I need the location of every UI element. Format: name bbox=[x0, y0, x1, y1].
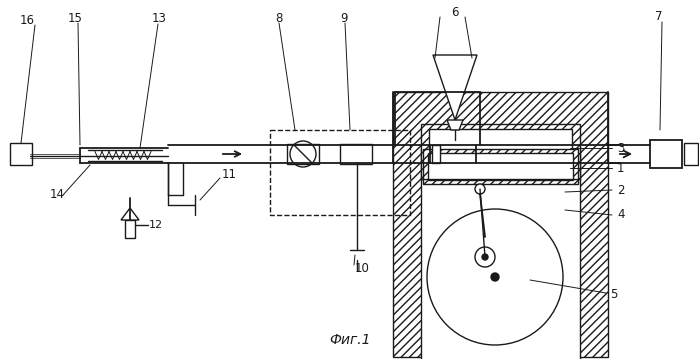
Bar bbox=[429, 129, 572, 174]
Circle shape bbox=[475, 184, 485, 194]
Text: 2: 2 bbox=[617, 183, 624, 196]
Circle shape bbox=[475, 247, 495, 267]
Circle shape bbox=[482, 254, 488, 260]
Polygon shape bbox=[121, 208, 139, 220]
Bar bbox=[340, 144, 372, 164]
Text: 11: 11 bbox=[222, 168, 237, 182]
Bar bbox=[125, 220, 135, 238]
Bar bbox=[650, 140, 682, 168]
Text: 6: 6 bbox=[452, 6, 459, 19]
Bar bbox=[432, 145, 440, 163]
Polygon shape bbox=[447, 120, 463, 130]
Bar bbox=[421, 147, 580, 359]
Text: 7: 7 bbox=[655, 10, 663, 23]
Bar bbox=[270, 130, 410, 215]
Polygon shape bbox=[433, 55, 477, 120]
Text: 14: 14 bbox=[50, 188, 65, 201]
Text: 9: 9 bbox=[340, 11, 347, 24]
Bar bbox=[287, 144, 319, 164]
Text: 12: 12 bbox=[149, 220, 163, 230]
Circle shape bbox=[491, 273, 499, 281]
Text: 3: 3 bbox=[617, 141, 624, 154]
Text: 4: 4 bbox=[617, 209, 624, 222]
Bar bbox=[428, 153, 573, 180]
Circle shape bbox=[427, 209, 563, 345]
Text: 15: 15 bbox=[68, 11, 83, 24]
Bar bbox=[684, 143, 698, 165]
Text: 5: 5 bbox=[610, 289, 617, 302]
Text: 1: 1 bbox=[617, 162, 624, 174]
Text: 8: 8 bbox=[275, 11, 282, 24]
Text: 13: 13 bbox=[152, 11, 167, 24]
Bar bbox=[423, 149, 578, 184]
Text: 10: 10 bbox=[355, 261, 370, 275]
Text: Фиг.1: Фиг.1 bbox=[329, 333, 370, 347]
Bar bbox=[10, 143, 32, 165]
Bar bbox=[421, 124, 580, 179]
Text: 16: 16 bbox=[20, 14, 35, 27]
Bar bbox=[393, 92, 608, 357]
Circle shape bbox=[290, 141, 316, 167]
